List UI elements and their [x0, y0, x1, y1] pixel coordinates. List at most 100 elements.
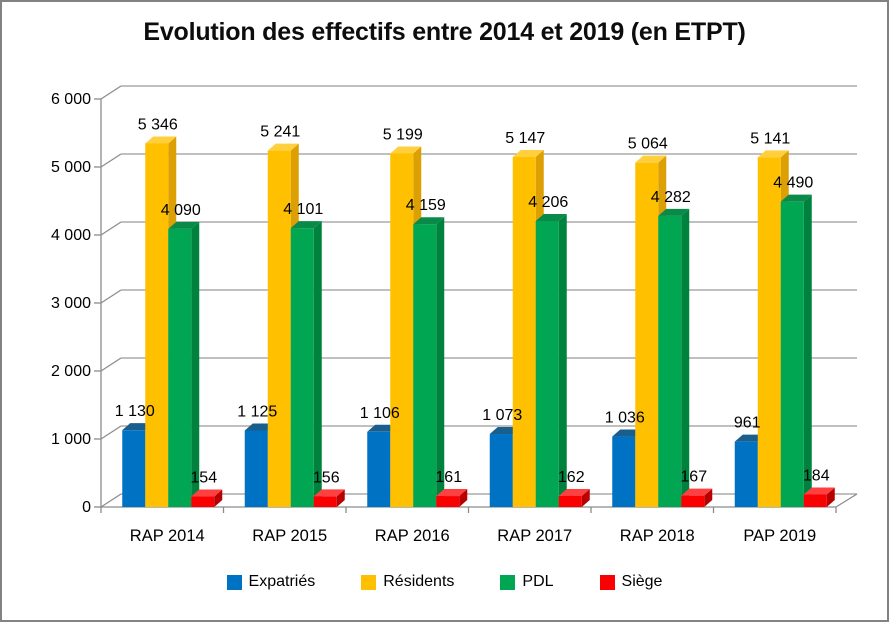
- bar-top-face: [168, 221, 200, 229]
- legend-item-pdl: PDL: [500, 573, 554, 591]
- bar-value-label: 5 241: [260, 124, 300, 141]
- bar-side-face: [826, 487, 835, 507]
- bar-Siège-RAP-2015: [313, 496, 337, 507]
- bar-top-face: [803, 487, 835, 495]
- bar-value-label: 1 073: [482, 407, 522, 424]
- bar-side-face: [581, 488, 590, 507]
- bar-top-face: [191, 489, 223, 497]
- bar-value-label: 167: [680, 469, 707, 486]
- bar-top-face: [267, 143, 299, 151]
- category-label: RAP 2015: [252, 527, 327, 545]
- bar-value-label: 161: [435, 469, 462, 486]
- bar-top-face: [413, 217, 445, 225]
- bars: [122, 136, 835, 508]
- bar-value-label: 162: [558, 469, 585, 486]
- legend-swatch-siege: [599, 574, 615, 590]
- y-axis-label: 2 000: [51, 363, 91, 380]
- legend-swatch-pdl: [500, 574, 516, 590]
- y-axis-labels: 0 1 000 2 000 3 000 4 000 5 000 6 000: [51, 91, 91, 516]
- legend-item-siege: Siège: [599, 573, 663, 591]
- y-axis-label: 1 000: [51, 431, 91, 448]
- bar-Siège-RAP-2017: [558, 495, 582, 507]
- x-axis-labels: RAP 2014 RAP 2015 RAP 2016 RAP 2017 RAP 2018…: [130, 527, 816, 545]
- depth-tick: [100, 493, 122, 508]
- bar-top-face: [780, 194, 812, 202]
- bar-Siège-PAP-2019: [803, 494, 827, 507]
- chart-title: Evolution des effectifs entre 2014 et 20…: [143, 18, 746, 46]
- bar-value-label: 4 159: [406, 197, 446, 214]
- bar-side-face: [191, 221, 200, 507]
- bar-Siège-RAP-2018: [681, 495, 705, 507]
- bar-side-face: [704, 488, 713, 507]
- bar-value-label: 1 130: [115, 403, 155, 420]
- bar-Résidents-RAP-2017: [512, 157, 536, 507]
- bar-side-face: [313, 221, 322, 507]
- y-axis-label: 4 000: [51, 227, 91, 244]
- bar-value-label: 4 490: [773, 175, 813, 192]
- bar-side-face: [336, 489, 345, 507]
- depth-tick: [100, 85, 122, 100]
- bar-value-label: 5 147: [505, 130, 545, 147]
- bar-Siège-RAP-2014: [191, 496, 215, 507]
- depth-tick: [100, 221, 122, 236]
- bar-value-label: 5 141: [750, 130, 790, 147]
- bar-value-label: 4 206: [528, 194, 568, 211]
- legend-swatch-expatries: [226, 574, 242, 590]
- legend-label-siege: Siège: [621, 573, 663, 590]
- bar-Siège-RAP-2016: [436, 496, 460, 507]
- y-axis-label: 6 000: [51, 91, 91, 108]
- bar-top-face: [512, 150, 544, 158]
- bar-top-face: [635, 155, 667, 163]
- bar-top-face: [535, 213, 567, 221]
- bar-Expatriés-RAP-2014: [122, 430, 146, 507]
- category-label: RAP 2016: [375, 527, 450, 545]
- bar-value-label: 1 125: [237, 404, 277, 421]
- bar-value-label: 156: [313, 469, 340, 486]
- bar-top-face: [145, 136, 177, 144]
- bar-top-face: [390, 146, 422, 154]
- legend-label-residents: Résidents: [383, 573, 455, 590]
- category-label: RAP 2014: [130, 527, 205, 545]
- bar-side-face: [681, 208, 690, 507]
- category-label: RAP 2018: [620, 527, 695, 545]
- bar-top-face: [681, 488, 713, 496]
- bar-top-face: [290, 221, 322, 229]
- bar-top-face: [436, 489, 468, 497]
- bar-Expatriés-RAP-2016: [367, 431, 391, 507]
- y-axis-label: 0: [82, 499, 91, 516]
- bar-side-face: [803, 194, 812, 507]
- depth-tick: [100, 425, 122, 440]
- axis-frame: [94, 85, 858, 513]
- gridlines: [121, 85, 857, 495]
- depth-tick: [100, 289, 122, 304]
- depth-tick: [100, 357, 122, 372]
- bar-top-face: [757, 150, 789, 158]
- bar-value-label: 5 199: [383, 126, 423, 143]
- legend-item-expatries: Expatriés: [226, 573, 316, 591]
- legend-item-residents: Résidents: [361, 573, 454, 591]
- bar-Expatriés-RAP-2015: [244, 430, 268, 507]
- bar-Expatriés-RAP-2017: [489, 434, 513, 507]
- bar-value-label: 5 064: [628, 136, 668, 153]
- bar-PDL-RAP-2017: [535, 220, 559, 507]
- bar-side-face: [558, 213, 567, 507]
- bar-value-label: 5 346: [138, 116, 178, 133]
- bar-PDL-RAP-2014: [168, 228, 192, 507]
- bar-top-face: [558, 488, 590, 496]
- bar-Résidents-RAP-2018: [635, 162, 659, 507]
- bar-value-label: 961: [734, 415, 761, 432]
- bar-value-label: 4 282: [651, 189, 691, 206]
- y-axis-label: 5 000: [51, 159, 91, 176]
- legend-label-expatries: Expatriés: [248, 573, 316, 590]
- bar-value-label: 1 106: [360, 405, 400, 422]
- bar-top-face: [313, 489, 345, 497]
- y-axis-label: 3 000: [51, 295, 91, 312]
- bar-PDL-RAP-2015: [290, 228, 314, 507]
- bar-value-label: 4 090: [161, 202, 201, 219]
- data-labels: 1 130 5 346 4 090 154 1 125 5 241 4 101 156 1 10…: [115, 116, 830, 486]
- category-label: PAP 2019: [743, 527, 816, 545]
- bar-Résidents-RAP-2015: [267, 150, 291, 507]
- floor-right-diagonal: [835, 493, 858, 508]
